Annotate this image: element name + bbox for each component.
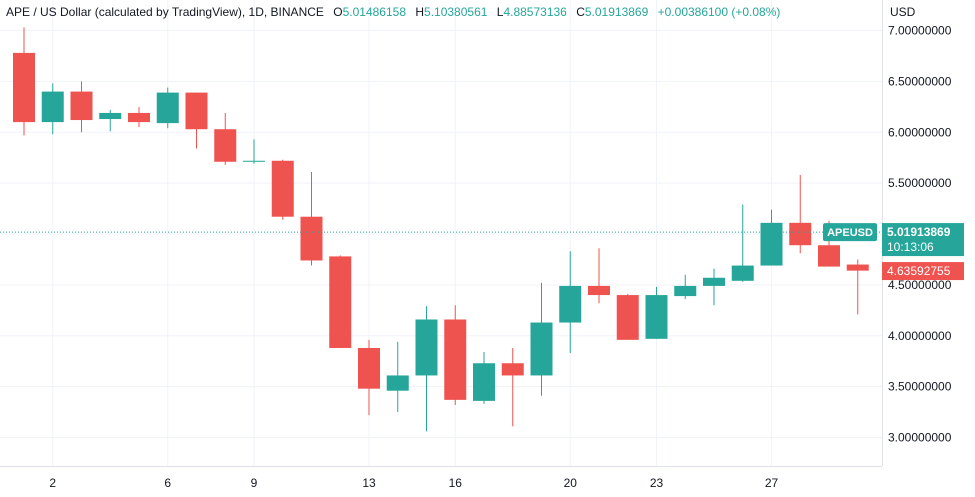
candle — [386, 341, 409, 413]
y-tick-label: 6.50000000 — [888, 74, 952, 88]
candle-body — [703, 277, 725, 286]
high-value: 5.10380561 — [424, 5, 488, 19]
candle-body — [473, 363, 495, 401]
candle — [70, 81, 93, 133]
candle — [128, 106, 150, 128]
high-label: H — [415, 5, 425, 19]
time-axis: 2 6 9 13 16 20 23 27 — [49, 476, 778, 490]
candle-body — [444, 319, 467, 400]
x-tick-label: 6 — [164, 476, 171, 490]
candle-body — [243, 160, 265, 162]
candle — [271, 159, 294, 220]
candles — [13, 27, 869, 432]
candle-body — [329, 256, 352, 348]
candle-body — [185, 92, 208, 130]
x-tick-label: 23 — [650, 476, 664, 490]
x-tick-label: 20 — [564, 476, 578, 490]
candle-body — [616, 295, 639, 340]
x-tick-label: 9 — [251, 476, 258, 490]
candle — [846, 259, 869, 315]
candle-body — [99, 112, 122, 120]
y-tick-label: 4.00000000 — [888, 329, 952, 343]
chart-header: APE / US Dollar (calculated by TradingVi… — [6, 5, 780, 19]
candle — [473, 352, 495, 404]
candle — [13, 27, 35, 136]
open-label: O — [333, 5, 343, 19]
x-tick-label: 13 — [362, 476, 376, 490]
candle-body — [846, 264, 869, 271]
candle-body — [789, 222, 812, 246]
currency-label: USD — [890, 5, 916, 19]
candle-body — [674, 285, 697, 297]
candle — [530, 282, 553, 396]
candle-body — [415, 319, 438, 376]
low-label: L — [496, 5, 504, 19]
candle-body — [214, 129, 237, 162]
candle-body — [818, 245, 840, 267]
x-tick-label: 16 — [449, 476, 463, 490]
candle — [329, 255, 352, 348]
candle — [588, 248, 610, 304]
x-tick-label: 27 — [765, 476, 779, 490]
candle-body — [156, 92, 179, 124]
candle-body — [530, 322, 553, 376]
candle-body — [128, 112, 150, 123]
open-value: 5.01486158 — [342, 5, 406, 19]
last-price-text: 5.01913869 — [887, 225, 951, 239]
candle-body — [731, 265, 754, 281]
y-tick-label: 3.00000000 — [888, 431, 952, 445]
candle-body — [645, 295, 668, 339]
candle — [559, 251, 582, 354]
candle — [41, 83, 64, 135]
candle-body — [501, 363, 524, 376]
close-value: 5.01913869 — [584, 5, 649, 19]
candle — [214, 112, 237, 165]
candle — [731, 204, 754, 282]
candle — [300, 171, 323, 266]
symbol-tag — [823, 223, 877, 242]
candle-body — [760, 222, 783, 266]
candle-body — [300, 216, 323, 261]
candle — [645, 286, 668, 339]
candle — [789, 175, 812, 254]
symbol-description: APE / US Dollar (calculated by TradingVi… — [6, 5, 324, 19]
close-label: C — [576, 5, 585, 19]
candle-body — [358, 347, 380, 389]
candle — [185, 92, 208, 149]
candle — [501, 347, 524, 427]
candle — [616, 294, 639, 340]
candle-body — [386, 375, 409, 391]
candle-body — [13, 52, 35, 123]
symbol-tag-text: APEUSD — [827, 227, 873, 239]
y-tick-label: 5.50000000 — [888, 176, 952, 190]
candle-body — [41, 91, 64, 123]
candle-body — [70, 91, 93, 121]
y-tick-label: 6.00000000 — [888, 125, 952, 139]
candle — [444, 305, 467, 405]
change-value: +0.00386100 (+0.08%) — [657, 5, 781, 19]
last-price-tag — [882, 223, 964, 257]
low-value: 4.88573136 — [503, 5, 567, 19]
y-tick-label: 4.50000000 — [888, 278, 952, 292]
candle-body — [559, 285, 582, 323]
y-tick-label: 3.50000000 — [888, 380, 952, 394]
candle — [703, 268, 725, 306]
candle — [415, 306, 438, 432]
candle — [243, 139, 265, 164]
countdown-text: 10:13:06 — [887, 240, 934, 254]
candle — [156, 87, 179, 129]
candle-body — [271, 160, 294, 217]
candle — [674, 274, 697, 300]
candle — [99, 109, 122, 132]
candle — [358, 339, 380, 416]
y-tick-label: 7.00000000 — [888, 24, 952, 38]
price-tag — [882, 262, 964, 281]
x-tick-label: 2 — [49, 476, 56, 490]
price-tag-text: 4.63592755 — [887, 264, 951, 278]
candle-body — [588, 285, 610, 296]
grid-lines — [0, 0, 882, 466]
candle — [760, 209, 783, 266]
